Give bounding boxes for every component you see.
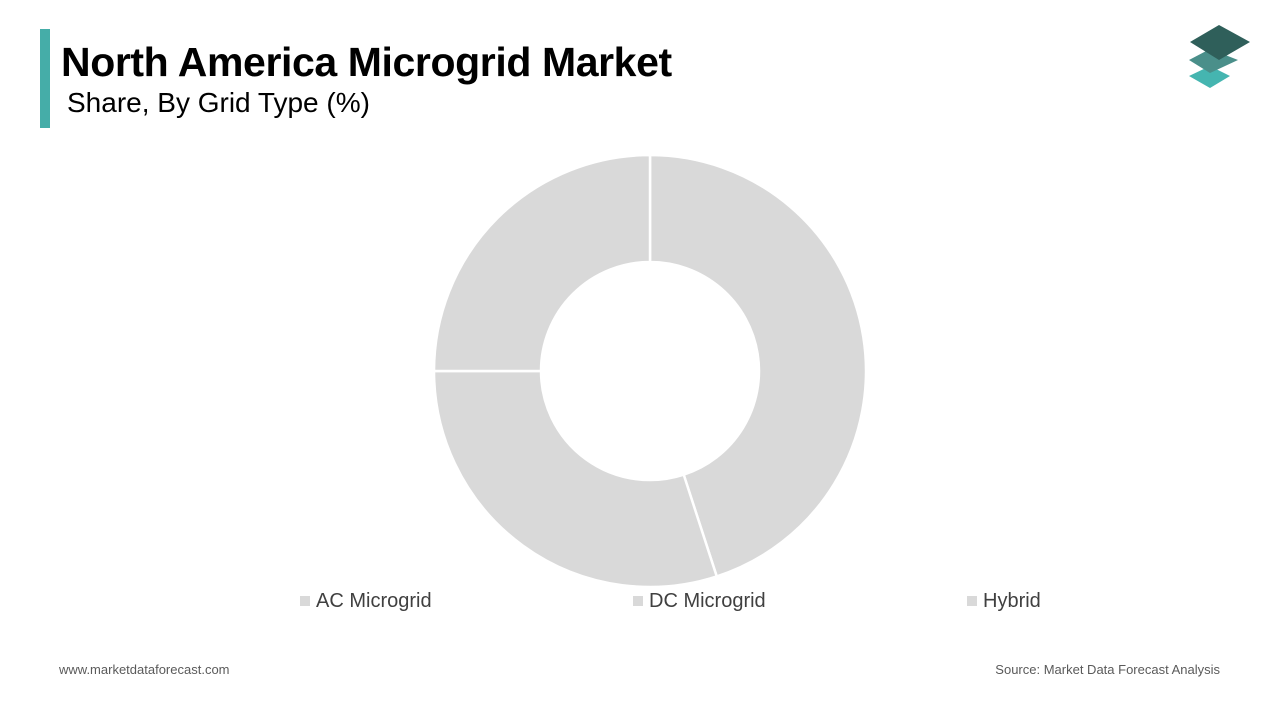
legend-label: AC Microgrid	[316, 589, 432, 612]
legend-label: DC Microgrid	[649, 589, 766, 612]
legend-label: Hybrid	[983, 589, 1041, 612]
footer-website: www.marketdataforecast.com	[59, 662, 230, 677]
logo-layer-middle	[1189, 49, 1238, 73]
legend-item-dc-microgrid: DC Microgrid	[633, 588, 766, 614]
title-accent-bar	[40, 29, 50, 128]
legend-swatch	[967, 596, 977, 606]
legend-swatch	[633, 596, 643, 606]
chart-legend: AC Microgrid DC Microgrid Hybrid	[0, 588, 1280, 616]
logo-layer-top	[1190, 25, 1250, 60]
legend-item-ac-microgrid: AC Microgrid	[300, 588, 432, 614]
footer-source: Source: Market Data Forecast Analysis	[995, 662, 1220, 677]
logo-layer-bottom	[1189, 66, 1230, 88]
chart-title: North America Microgrid Market	[61, 39, 672, 85]
chart-subtitle: Share, By Grid Type (%)	[67, 87, 370, 118]
stacked-layers-icon	[1189, 25, 1250, 88]
slice-hybrid	[432, 153, 652, 373]
legend-swatch	[300, 596, 310, 606]
legend-item-hybrid: Hybrid	[967, 588, 1041, 614]
slice-dc-microgrid	[432, 369, 719, 589]
slice-ac-microgrid	[648, 153, 868, 579]
